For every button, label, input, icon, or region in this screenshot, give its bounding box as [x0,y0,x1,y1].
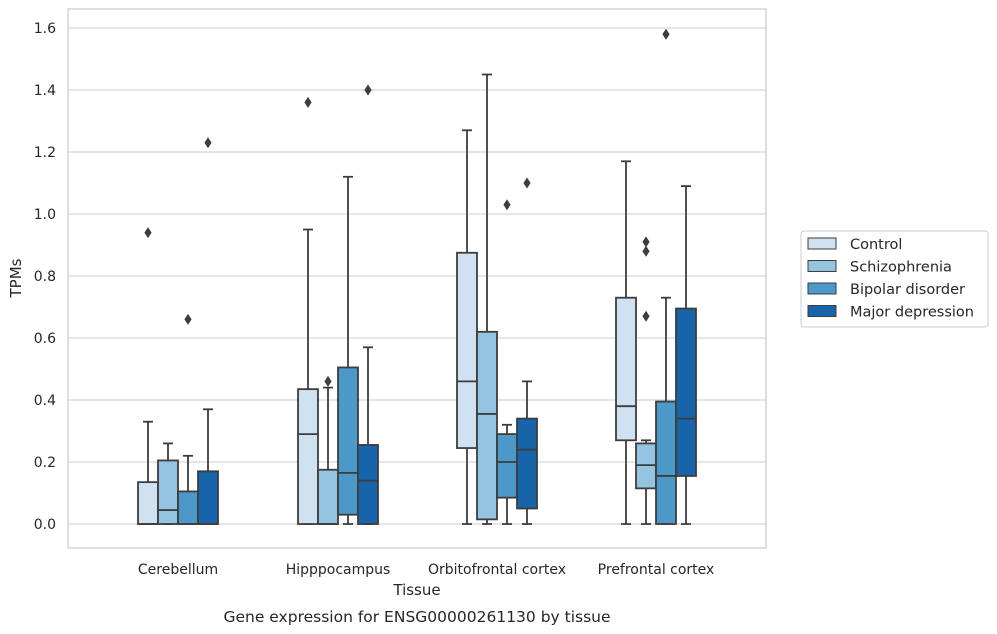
legend-label: Bipolar disorder [850,282,965,298]
x-axis-ticks: Cerebellum Hipppocampus Orbitofrontal cort… [138,562,714,578]
outlier-point [184,313,192,325]
y-axis-title: TPMs [7,258,25,298]
box-0-1 [157,442,179,525]
box-3-1 [635,236,657,525]
outlier-point [662,28,670,40]
outlier-point [642,310,650,322]
legend-item: Schizophrenia [807,260,952,276]
legend-swatch [807,282,837,295]
box-0-0 [137,227,159,525]
y-tick-label: 0.8 [34,269,56,285]
y-tick-label: 0.0 [34,517,56,533]
y-tick-label: 0.2 [34,455,56,471]
legend-item: Control [807,237,902,253]
box-3-3 [675,185,697,525]
outlier-point [324,375,332,387]
box-1-2 [337,175,359,525]
y-tick-label: 0.4 [34,393,56,409]
box-iqr [496,433,518,499]
legend-item: Bipolar disorder [807,282,965,298]
legend: Control Schizophrenia Bipolar disorder Majo… [800,230,989,328]
plot-area-frame [67,8,767,549]
box-1-1 [317,375,339,525]
outlier-point [642,245,650,257]
y-tick-label: 1.4 [34,83,56,99]
outlier-point [204,137,212,149]
legend-label: Major depression [850,305,974,321]
box-iqr [337,366,359,516]
box-2-1 [476,73,498,525]
box-iqr [317,468,339,525]
box-plot-series [137,28,697,525]
box-iqr [297,388,319,525]
chart-caption: Gene expression for ENSG00000261130 by t… [223,608,610,626]
box-0-2 [177,313,199,525]
box-2-2 [496,199,518,525]
box-1-3 [357,84,379,525]
grid-lines [68,27,766,525]
box-iqr [137,481,159,525]
box-iqr [456,251,478,449]
x-tick-label: Orbitofrontal cortex [428,562,566,578]
x-tick-label: Prefrontal cortex [598,562,715,578]
box-iqr [615,296,637,442]
outlier-point [642,236,650,248]
outlier-point [144,227,152,239]
box-3-2 [655,28,677,525]
box-iqr [516,417,538,510]
outlier-point [364,84,372,96]
legend-label: Schizophrenia [850,260,952,276]
legend-label: Control [850,237,902,253]
outlier-point [304,96,312,108]
y-tick-label: 1.6 [34,21,56,37]
box-3-0 [615,160,637,525]
y-tick-label: 1.2 [34,145,56,161]
box-iqr [157,459,179,525]
box-0-3 [197,137,219,525]
box-2-0 [456,129,478,525]
box-1-0 [297,96,319,525]
legend-item: Major depression [807,305,974,321]
outlier-point [503,199,511,211]
y-tick-label: 1.0 [34,207,56,223]
x-tick-label: Cerebellum [138,562,218,578]
x-axis-title: Tissue [392,581,440,599]
box-2-3 [516,177,538,525]
box-iqr [197,470,219,525]
box-iqr [675,307,697,477]
x-tick-label: Hipppocampus [286,562,391,578]
y-axis-ticks: 0.0 0.2 0.4 0.6 0.8 1.0 1.2 1.4 1.6 [34,21,56,533]
legend-swatch [807,305,837,317]
legend-frame [800,230,989,328]
box-iqr [357,444,379,525]
legend-swatch [807,237,837,250]
legend-swatch [807,260,837,272]
y-tick-label: 0.6 [34,331,56,347]
box-iqr [655,400,677,525]
box-iqr [177,490,199,525]
outlier-point [523,177,531,189]
box-iqr [476,330,498,521]
